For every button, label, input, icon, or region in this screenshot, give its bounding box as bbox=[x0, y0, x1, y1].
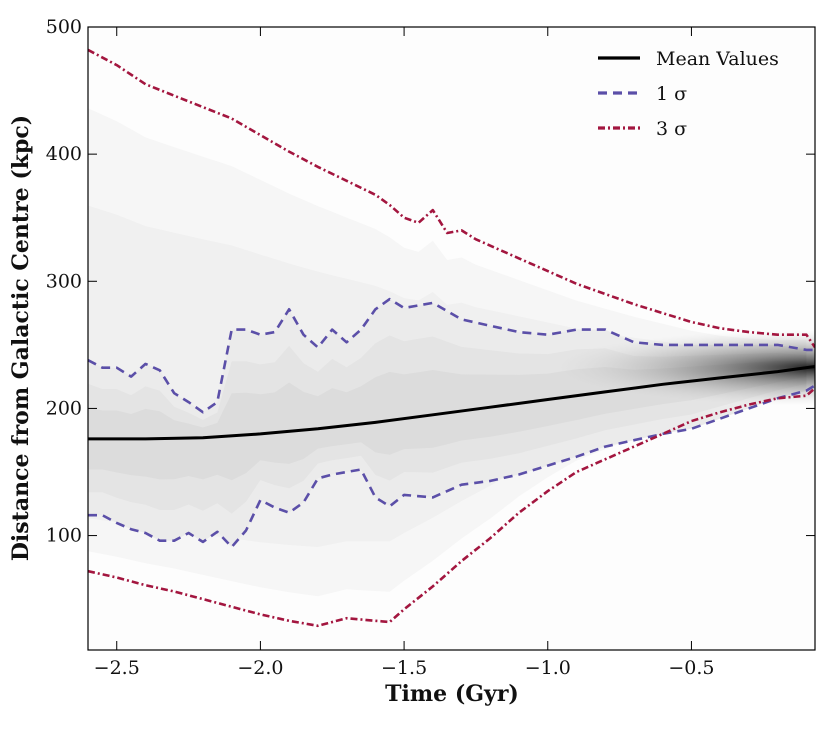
legend-label-sigma3: 3 σ bbox=[656, 118, 687, 140]
x-axis-title: Time (Gyr) bbox=[385, 681, 519, 707]
y-axis-title: Distance from Galactic Centre (kpc) bbox=[8, 115, 34, 561]
y-tick-label: 300 bbox=[46, 270, 82, 292]
y-tick-label: 400 bbox=[46, 143, 82, 165]
series-1-upper bbox=[88, 297, 815, 414]
x-tick-label: −0.5 bbox=[668, 657, 714, 679]
legend-label-mean: Mean Values bbox=[656, 48, 779, 70]
y-tick-label: 100 bbox=[46, 525, 82, 547]
series-mean-values bbox=[88, 365, 815, 441]
legend: Mean Values 1 σ 3 σ bbox=[598, 48, 779, 140]
x-tick-label: −1.5 bbox=[381, 657, 427, 679]
y-tick-label: 500 bbox=[46, 16, 82, 38]
series-layer bbox=[88, 48, 815, 628]
density-peak bbox=[555, 329, 815, 406]
axis-ticks: −2.5 −2.0 −1.5 −1.0 −0.5 100 200 300 400 500 bbox=[46, 16, 815, 679]
x-tick-label: −2.0 bbox=[237, 657, 283, 679]
x-tick-label: −1.0 bbox=[525, 657, 571, 679]
density-background bbox=[88, 27, 815, 650]
y-tick-label: 200 bbox=[46, 397, 82, 419]
legend-label-sigma1: 1 σ bbox=[656, 83, 687, 105]
plot-frame bbox=[87, 26, 816, 651]
x-tick-label: −2.5 bbox=[94, 657, 140, 679]
series-3-upper bbox=[88, 48, 815, 349]
series-1-lower bbox=[88, 384, 815, 549]
